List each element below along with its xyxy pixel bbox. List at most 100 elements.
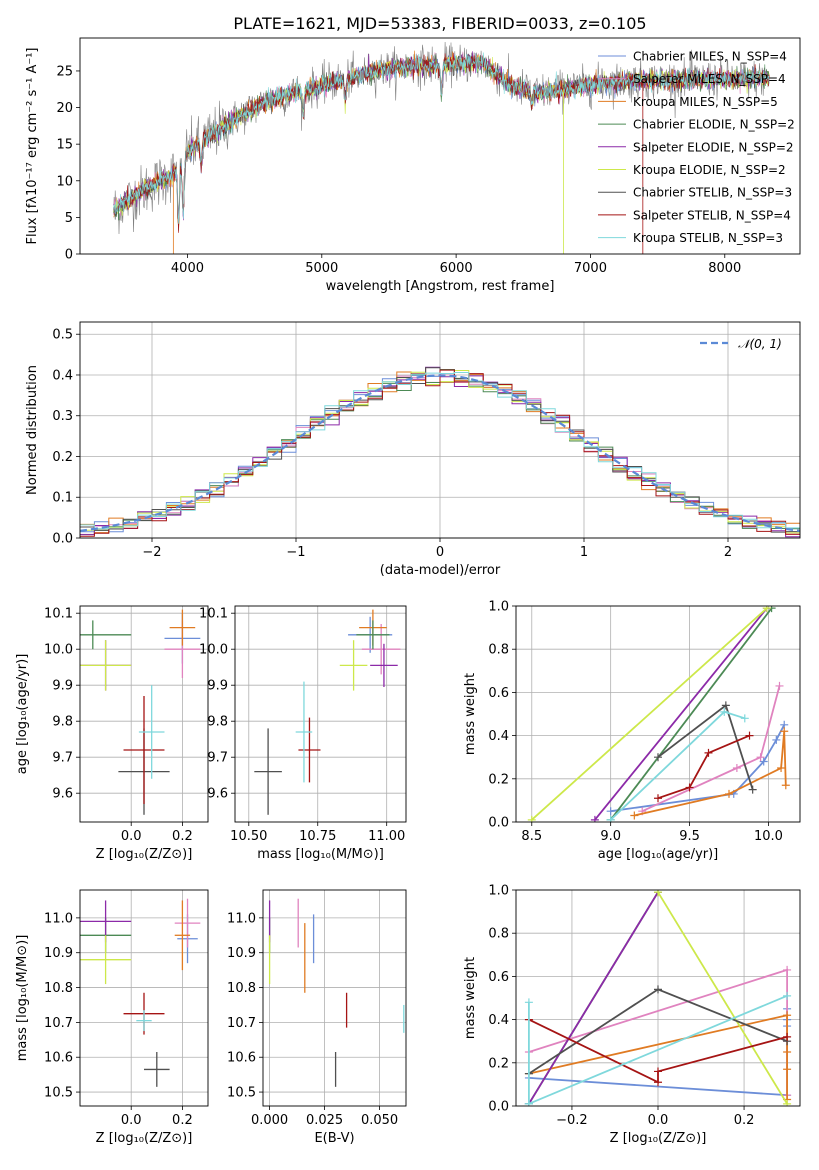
- error-bars: [80, 898, 201, 1087]
- x-axis-label: Z [log₁₀(Z/Z⊙)]: [610, 1131, 707, 1146]
- x-axis-label: mass [log₁₀(M/M⊙)]: [257, 847, 384, 862]
- weight-marker: [759, 757, 768, 766]
- weight-line-kroupa-stelib: [610, 710, 746, 821]
- weight-marker: [783, 1011, 792, 1020]
- histograms: [80, 366, 800, 538]
- y-tick-label: 10.1: [199, 607, 228, 622]
- x-tick-label: 4000: [171, 261, 204, 276]
- errorbar-point-kroupa-miles: [169, 609, 196, 646]
- weight-marker: [780, 727, 789, 736]
- x-tick-label: −0.2: [556, 1113, 588, 1128]
- weight-marker: [721, 701, 730, 710]
- legend-label-salpeter-elodie: Salpeter ELODIE, N_SSP=2: [633, 140, 794, 154]
- x-axis-label: E(B-V): [314, 1131, 354, 1146]
- histogram-kroupa-stelib: [80, 372, 800, 530]
- y-tick-label: 0: [65, 248, 73, 263]
- weight-line-salpeter-stelib: [528, 1018, 788, 1084]
- errorbar-point-salpeter-miles: [361, 624, 401, 675]
- x-tick-label: 10.50: [230, 829, 267, 844]
- weight-marker: [762, 606, 771, 613]
- y-tick-label: 0.6: [488, 970, 509, 985]
- x-axis-label: (data-model)/error: [380, 563, 501, 578]
- errorbar-point-kroupa-stelib: [295, 681, 313, 783]
- weight-marker: [748, 785, 757, 794]
- errorbar-point-kroupa-elodie: [339, 640, 368, 691]
- mass-vs-ebv-panel: 0.000 0.025 0.050 10.5 10.6 10.7 10.8 10.9 11.0 E…: [227, 889, 407, 1146]
- errorbar-point-chabrier-elodie: [356, 620, 390, 650]
- y-tick-label: 0.2: [488, 772, 509, 787]
- weight-marker: [772, 735, 781, 744]
- x-axis-label: Z [log₁₀(Z/Z⊙)]: [96, 1131, 193, 1146]
- weight-line-chabrier-stelib: [657, 703, 754, 790]
- weight-line-kroupa-stelib: [528, 994, 788, 1106]
- weight-marker: [685, 783, 694, 792]
- error-bars: [80, 609, 201, 815]
- x-tick-label: −1: [286, 545, 305, 560]
- x-tick-label: 0: [436, 545, 444, 560]
- y-axis-label: Normed distribution: [25, 365, 40, 495]
- y-tick-label: 9.6: [207, 787, 228, 802]
- y-tick-label: 10.7: [227, 1016, 256, 1031]
- y-tick-label: 9.8: [207, 715, 228, 730]
- errorbar-point-kroupa-elodie: [80, 640, 132, 691]
- errorbar-point-kroupa-miles: [174, 900, 191, 971]
- weight-lines: [524, 890, 792, 1106]
- weight-marker: [720, 707, 729, 716]
- weight-marker: [606, 815, 615, 822]
- weight-marker: [740, 714, 749, 723]
- y-tick-label: 15: [56, 138, 73, 153]
- weight-marker: [783, 1032, 792, 1041]
- y-tick-label: 0.2: [488, 1056, 509, 1071]
- y-tick-label: 10.6: [227, 1051, 256, 1066]
- y-tick-label: 10: [56, 174, 73, 189]
- weight-marker: [590, 815, 599, 822]
- weight-line-salpeter-elodie: [528, 891, 659, 1105]
- y-tick-label: 0.5: [52, 328, 73, 343]
- y-axis-label: age [log₁₀(age/yr)]: [15, 654, 30, 775]
- residuals-panel: −2 −1 0 1 2 0.0 0.1 0.2 0.3 0.4 0.5 (data-model)/er…: [25, 321, 801, 578]
- weight-marker: [777, 764, 786, 772]
- y-tick-label: 0.3: [52, 409, 73, 424]
- weight-marker: [783, 965, 792, 974]
- legend-label-normal: 𝒩(0, 1): [738, 337, 782, 351]
- axes-frame: [234, 605, 407, 823]
- y-tick-label: 20: [56, 101, 73, 116]
- y-tick-label: 10.5: [227, 1086, 256, 1101]
- weight-marker: [654, 794, 662, 803]
- x-axis-label: wavelength [Angstrom, rest frame]: [326, 279, 555, 294]
- y-tick-label: 25: [56, 64, 73, 79]
- axes-frame: [79, 889, 209, 1107]
- weight-marker: [725, 789, 733, 798]
- x-tick-label: 10.75: [299, 829, 336, 844]
- y-axis-label: mass [log₁₀(M/M⊙)]: [15, 935, 30, 1062]
- grid: [235, 606, 406, 822]
- legend-label-salpeter-stelib: Salpeter STELIB, N_SSP=4: [633, 208, 791, 222]
- x-tick-label: 6000: [440, 261, 473, 276]
- weight-line-kroupa-elodie: [657, 891, 788, 1105]
- weight-line-salpeter-miles: [641, 685, 781, 813]
- x-tick-label: 0.2: [734, 1113, 755, 1128]
- weight-marker: [745, 731, 754, 740]
- legend-label-kroupa-elodie: Kroupa ELODIE, N_SSP=2: [633, 163, 786, 177]
- y-tick-label: 0.8: [488, 927, 509, 942]
- y-tick-label: 9.9: [52, 679, 73, 694]
- x-tick-label: 2: [724, 545, 732, 560]
- x-tick-label: 11.00: [368, 829, 405, 844]
- y-tick-label: 10.6: [44, 1051, 73, 1066]
- errorbar-point-salpeter-miles: [174, 898, 201, 948]
- errorbar-point-kroupa-stelib: [138, 685, 165, 779]
- x-tick-label: 0.000: [251, 1113, 288, 1128]
- y-tick-label: 1.0: [488, 600, 509, 615]
- x-tick-label: 8000: [708, 261, 741, 276]
- y-axis-label: mass weight: [463, 673, 478, 755]
- weight-marker: [654, 753, 662, 762]
- weight-marker: [783, 991, 792, 1000]
- legend-label-kroupa-stelib: Kroupa STELIB, N_SSP=3: [633, 231, 783, 245]
- x-tick-label: 8.5: [521, 829, 542, 844]
- weight-marker: [704, 748, 713, 757]
- weight-marker: [630, 811, 639, 820]
- x-tick-label: −2: [142, 545, 161, 560]
- y-tick-label: 11.0: [227, 911, 256, 926]
- age-vs-mass-panel: 10.50 10.75 11.00 9.6 9.7 9.8 9.9 10.0 10.1 mass …: [199, 605, 407, 862]
